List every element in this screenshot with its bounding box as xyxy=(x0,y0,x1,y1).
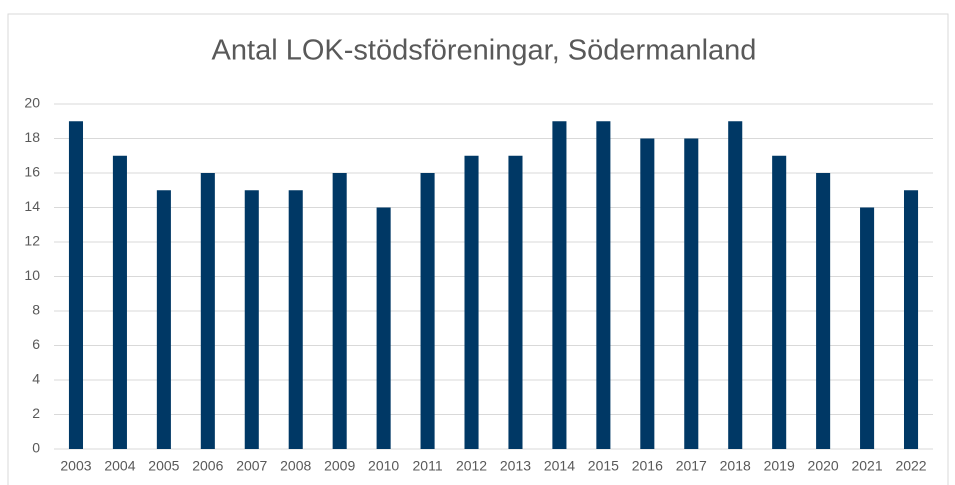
bar xyxy=(508,155,523,449)
x-tick-label: 2020 xyxy=(808,458,839,474)
x-tick-label: 2012 xyxy=(456,458,487,474)
bar xyxy=(903,190,919,449)
x-tick-label: 2015 xyxy=(588,458,619,474)
bar xyxy=(288,190,303,449)
bar xyxy=(376,207,391,449)
y-tick-label: 20 xyxy=(24,95,40,111)
x-tick-label: 2016 xyxy=(632,458,663,474)
bar xyxy=(860,207,875,449)
x-tick-label: 2006 xyxy=(192,458,223,474)
x-tick-label: 2021 xyxy=(851,458,882,474)
x-tick-label: 2017 xyxy=(676,458,707,474)
bar xyxy=(728,121,743,449)
x-tick-label: 2004 xyxy=(104,458,135,474)
y-tick-label: 4 xyxy=(32,371,40,387)
x-tick-label: 2022 xyxy=(895,458,926,474)
bar xyxy=(112,155,127,449)
y-tick-label: 8 xyxy=(32,302,40,318)
x-tick-label: 2005 xyxy=(148,458,179,474)
bar xyxy=(156,190,171,449)
bar xyxy=(640,138,655,449)
y-tick-label: 12 xyxy=(24,233,40,249)
x-tick-label: 2018 xyxy=(720,458,751,474)
x-tick-label: 2010 xyxy=(368,458,399,474)
x-tick-label: 2007 xyxy=(236,458,267,474)
x-tick-label: 2009 xyxy=(324,458,355,474)
y-tick-label: 0 xyxy=(32,440,40,456)
bar xyxy=(816,173,831,449)
x-tick-label: 2008 xyxy=(280,458,311,474)
x-tick-label: 2019 xyxy=(764,458,795,474)
x-tick-label: 2003 xyxy=(60,458,91,474)
chart-title: Antal LOK-stödsföreningar, Södermanland xyxy=(212,35,757,67)
bar xyxy=(552,121,567,449)
bar xyxy=(596,121,611,449)
bar xyxy=(244,190,259,449)
y-tick-label: 18 xyxy=(24,129,40,145)
bar xyxy=(200,173,215,449)
bar xyxy=(772,155,787,449)
y-tick-label: 10 xyxy=(24,267,40,283)
x-tick-label: 2013 xyxy=(500,458,531,474)
y-tick-label: 14 xyxy=(24,198,40,214)
bar xyxy=(332,173,347,449)
bar xyxy=(68,121,84,449)
x-tick-label: 2011 xyxy=(413,458,443,474)
y-tick-label: 2 xyxy=(32,405,40,421)
bar xyxy=(420,173,435,449)
x-tick-label: 2014 xyxy=(544,458,575,474)
bar xyxy=(684,138,699,449)
bar xyxy=(464,155,479,449)
y-tick-label: 6 xyxy=(32,336,40,352)
y-tick-label: 16 xyxy=(24,164,40,180)
